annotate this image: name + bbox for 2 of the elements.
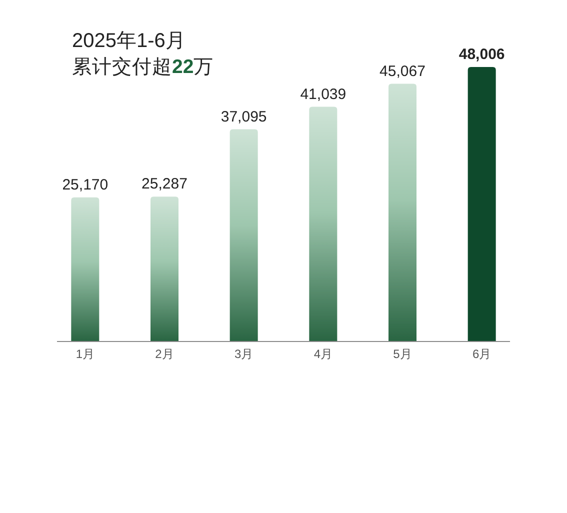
subtitle: 累计交付超22万 — [72, 56, 214, 78]
title: 2025年1-6月 — [72, 30, 186, 52]
